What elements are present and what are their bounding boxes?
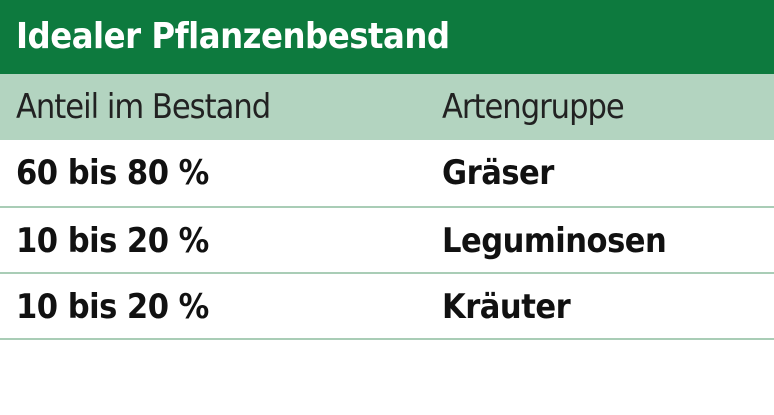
table-body: 60 bis 80 % Gräser 10 bis 20 % Leguminosen 1… <box>0 140 774 340</box>
table-row: 10 bis 20 % Kräuter <box>0 274 774 340</box>
table-row: 60 bis 80 % Gräser <box>0 140 774 208</box>
table-cell: Gräser <box>442 153 554 193</box>
column-header: Artengruppe <box>442 87 625 127</box>
table-cell: Leguminosen <box>442 221 667 261</box>
column-header: Anteil im Bestand <box>16 87 271 127</box>
table-cell: 60 bis 80 % <box>16 153 209 193</box>
table-cell: 10 bis 20 % <box>16 221 209 261</box>
table-row: 10 bis 20 % Leguminosen <box>0 208 774 274</box>
table-cell: Kräuter <box>442 287 571 327</box>
table-cell: 10 bis 20 % <box>16 287 209 327</box>
table-header: Anteil im Bestand Artengruppe <box>0 74 774 140</box>
title: Idealer Pflanzenbestand <box>0 0 774 74</box>
